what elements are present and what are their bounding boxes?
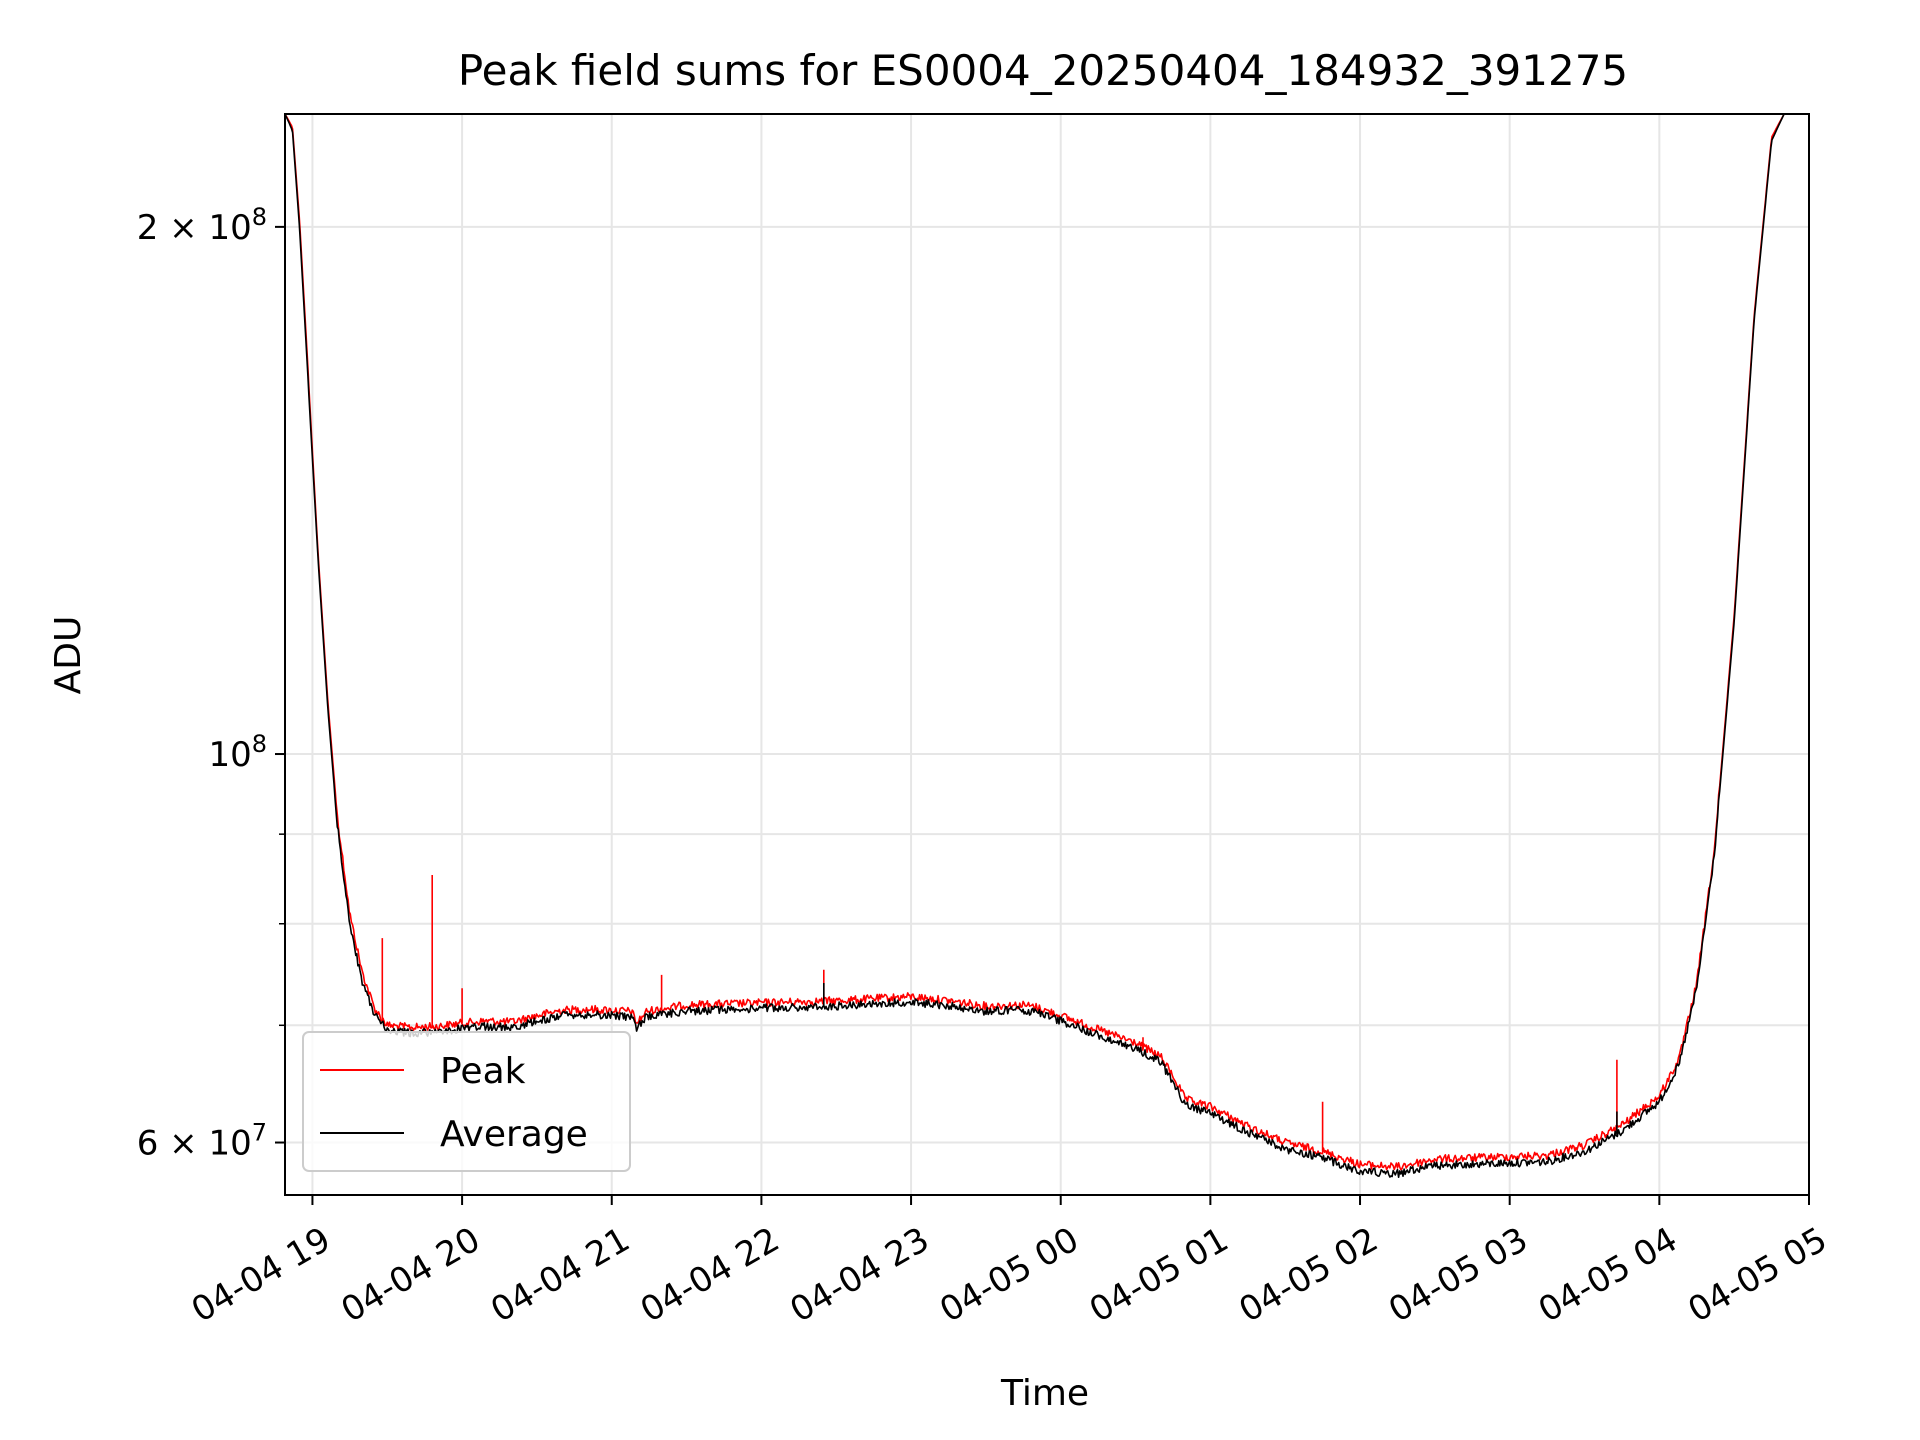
chart-title: Peak field sums for ES0004_20250404_1849… [458, 46, 1628, 95]
y-tick-label: 2 × 108 [137, 203, 267, 248]
y-axis: 6 × 107 108 2 × 108 [137, 203, 285, 1164]
legend-label-average: Average [440, 1114, 588, 1155]
series-line-average [285, 114, 1809, 1178]
legend: Peak Average [302, 1031, 631, 1172]
y-axis-label: ADU [48, 616, 89, 695]
y-tick-label: 108 [208, 730, 267, 775]
x-axis-label: Time [1000, 1373, 1089, 1414]
legend-box [302, 1031, 631, 1172]
legend-label-peak: Peak [440, 1051, 526, 1092]
series-layer [285, 114, 1809, 1178]
plot-frame [284, 113, 1810, 1196]
y-tick-label: 6 × 107 [137, 1119, 267, 1164]
